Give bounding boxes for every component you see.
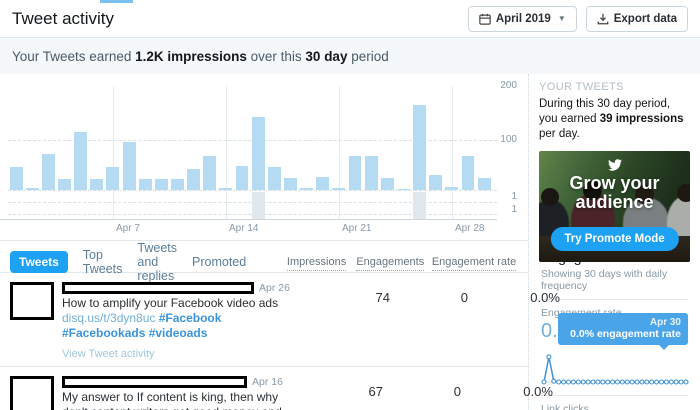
engagements-subheading: Showing 30 days with daily frequency — [541, 268, 668, 292]
tab-top-tweets[interactable]: Top Tweets — [82, 248, 123, 276]
twitter-bird-icon — [607, 158, 622, 171]
y-tick-100: 100 — [500, 134, 517, 145]
engagements-value: 0 — [453, 384, 461, 399]
promo-card[interactable]: Grow your audience Try Promote Mode — [539, 150, 690, 262]
column-impressions: Impressions — [246, 256, 347, 271]
gridline-apr21 — [339, 86, 340, 219]
promo-photo-figure — [583, 180, 602, 200]
x-label-apr21: Apr 21 — [342, 223, 372, 234]
link-clicks-label: Link clicks — [541, 403, 589, 410]
impressions-value: 67 — [368, 384, 383, 399]
try-promote-mode-button[interactable]: Try Promote Mode — [550, 226, 679, 251]
tweet-hashtags[interactable]: #Facebook #Facebookads #videoads — [62, 311, 222, 340]
page-header: Tweet activity April 2019 ▼ Export data — [0, 0, 700, 38]
date-range-label: April 2019 — [495, 12, 551, 25]
tab-promoted[interactable]: Promoted — [192, 255, 247, 269]
x-axis-line — [0, 219, 497, 220]
impressions-chart[interactable]: 200 100 1 1 Apr 7 Apr 14 Apr 21 Apr 28 — [0, 74, 528, 241]
impressions-value: 74 — [375, 290, 390, 305]
promo-photo-figure — [635, 184, 654, 204]
promo-title: Grow your audience — [569, 172, 660, 212]
tweet-text: How to amplify your Facebook video ads d… — [62, 296, 279, 340]
tab-tweets-and-replies[interactable]: Tweets and replies — [137, 241, 178, 283]
tab-tweets[interactable]: Tweets — [10, 251, 68, 273]
author-name-redacted — [62, 376, 247, 388]
promo-photo-figure — [541, 187, 559, 206]
tweets-toolbar: Tweets Top Tweets Tweets and replies Pro… — [0, 241, 528, 283]
link-clicks-block: Link clicks 3 Apr 30 0 link clicks — [541, 403, 688, 410]
summary-text: Your Tweets earned — [12, 48, 136, 64]
view-tweet-activity-link[interactable]: View Tweet activity — [62, 348, 155, 360]
gridline-apr7 — [113, 86, 114, 219]
gridline-apr28 — [452, 86, 453, 219]
engagement-rate-value: 0.0% — [530, 290, 560, 305]
browser-tab-accent — [100, 0, 133, 3]
avatar — [10, 376, 54, 410]
chevron-down-icon: ▼ — [557, 14, 566, 23]
impressions-bars[interactable] — [8, 86, 492, 190]
summary-impressions: 1.2K impressions — [135, 48, 247, 64]
engagement-rate-value: 0.0% — [523, 384, 553, 399]
avatar — [10, 282, 54, 320]
your-tweets-panel: YOUR TWEETS During this 30 day period, y… — [529, 74, 700, 262]
engagements-panel: Engagements Showing 30 days with daily f… — [529, 241, 700, 410]
tweet-link[interactable]: disq.us/t/3dyn8uc — [62, 311, 156, 325]
x-label-apr7: Apr 7 — [116, 223, 140, 234]
tweet-date: Apr 26 — [259, 282, 290, 294]
gridline-apr14 — [226, 86, 227, 219]
column-engagement-rate: Engagement rate — [424, 256, 517, 271]
table-row[interactable]: Apr 16 My answer to If content is king, … — [0, 367, 553, 410]
your-tweets-summary: During this 30 day period, you earned 39… — [539, 98, 684, 141]
strip-tick-2: 1 — [511, 204, 517, 215]
promo-photo-figure — [677, 183, 690, 202]
summary-period: 30 day — [305, 48, 348, 64]
baseline — [8, 190, 497, 191]
page-title: Tweet activity — [12, 8, 115, 28]
tweet-date: Apr 16 — [252, 376, 283, 388]
column-engagements: Engagements — [346, 256, 425, 271]
engagement-rate-tooltip: Apr 30 0.0% engagement rate — [558, 313, 688, 350]
strip-tick-1: 1 — [511, 191, 517, 202]
engagements-value: 0 — [460, 290, 468, 305]
y-tick-200: 200 — [500, 80, 517, 91]
summary-banner: Your Tweets earned 1.2K impressions over… — [0, 38, 700, 74]
x-label-apr14: Apr 14 — [229, 223, 259, 234]
calendar-icon — [479, 13, 491, 25]
your-tweets-heading: YOUR TWEETS — [539, 81, 624, 93]
x-label-apr28: Apr 28 — [455, 223, 485, 234]
table-row[interactable]: Apr 26 How to amplify your Facebook vide… — [0, 273, 560, 367]
author-name-redacted — [62, 282, 254, 294]
tweet-text: My answer to If content is king, then wh… — [62, 390, 282, 410]
engagement-rate-block: Engagement rate 0.2% Apr 30 0.0% engagem… — [541, 307, 689, 395]
export-data-button[interactable]: Export data — [585, 5, 688, 32]
date-range-button[interactable]: April 2019 ▼ — [467, 5, 577, 32]
engagement-rate-line-chart[interactable] — [541, 346, 689, 388]
download-icon — [597, 13, 609, 24]
export-data-label: Export data — [613, 12, 677, 25]
